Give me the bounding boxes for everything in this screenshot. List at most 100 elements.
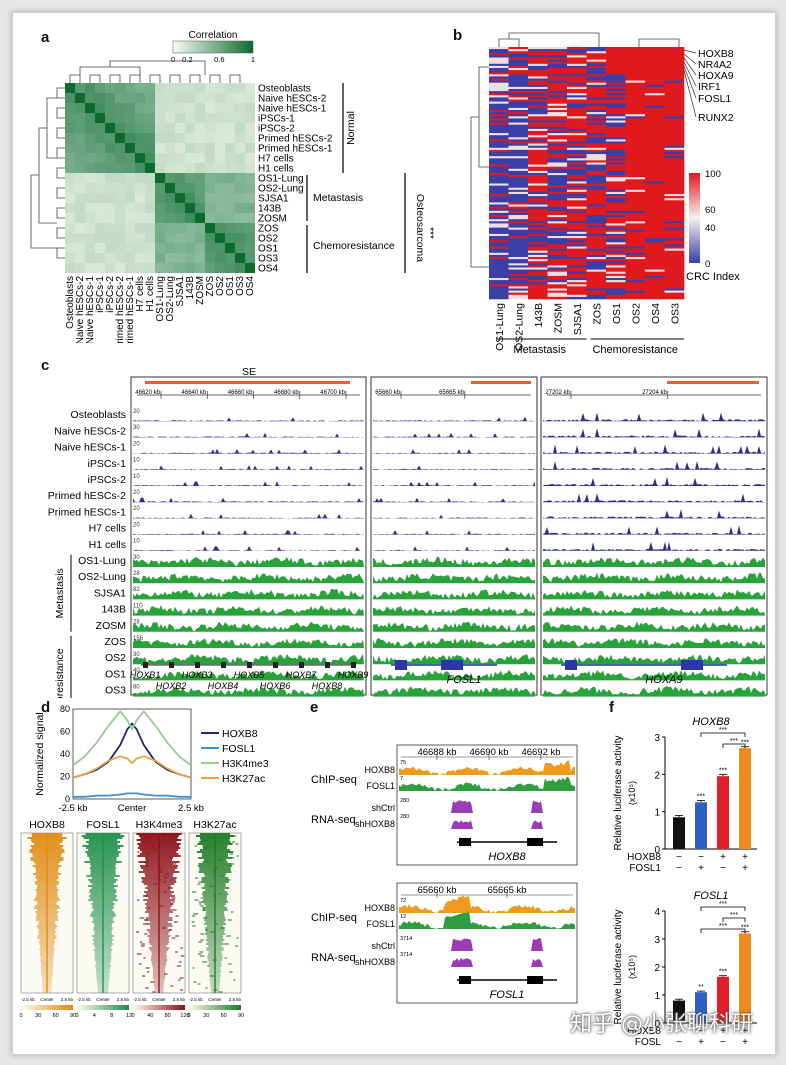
- heatmap-speckle: [179, 989, 184, 991]
- heatmap-cell: [528, 122, 548, 125]
- heatmap-cell: [175, 213, 185, 223]
- heatmap-cell: [155, 163, 165, 173]
- track-scale: 82: [133, 587, 140, 593]
- scale-tick-label: 65660 kb: [417, 885, 456, 896]
- heatmap-cell: [528, 254, 548, 258]
- track-scale: 3714: [400, 936, 412, 942]
- heatmap-cell: [155, 193, 165, 203]
- heatmap-cell: [606, 49, 626, 52]
- hoxb8-sign: +: [742, 1026, 748, 1037]
- track-scale: 10: [133, 474, 140, 480]
- heatmap-cell: [625, 63, 646, 67]
- heatmap-cell: [528, 120, 548, 123]
- heatmap-cell: [125, 163, 135, 173]
- heatmap-cell: [165, 93, 175, 103]
- heatmap-cell: [664, 273, 685, 277]
- heatmap-speckle: [167, 925, 173, 927]
- signal-track: [373, 530, 535, 535]
- heatmap-speckle: [224, 943, 229, 945]
- heatmap-speckle: [214, 867, 219, 869]
- heatmap-cell: [215, 103, 225, 113]
- heatmap-cell: [85, 103, 95, 113]
- heatmap-cell: [205, 203, 215, 213]
- heatmap-cell: [528, 156, 548, 159]
- bar: [739, 933, 751, 1023]
- heatmap-cell: [547, 147, 568, 151]
- heatmap-cell: [175, 263, 185, 273]
- heatmap-cell: [547, 72, 568, 75]
- heatmap-cell: [528, 53, 548, 56]
- heatmap-cell: [528, 206, 548, 209]
- heatmap-cell: [645, 273, 665, 277]
- heatmap-cell: [547, 240, 568, 243]
- heatmap-speckle: [143, 861, 148, 863]
- heatmap-speckle: [179, 977, 184, 979]
- row-label: Naive hESCs-2: [258, 94, 327, 105]
- comparison-label: ***: [730, 738, 738, 745]
- heatmap-cell: [489, 294, 509, 298]
- locus-box: [396, 882, 578, 1004]
- heatmap-cell: [645, 200, 665, 203]
- heatmap-speckle: [169, 857, 173, 859]
- row-label: OS2-Lung: [258, 184, 304, 195]
- heatmap-cell: [528, 269, 548, 272]
- heatmap-cell: [547, 233, 568, 237]
- heatmap-cell: [606, 273, 626, 277]
- crc-heatmap: HOXB8NR4A2HOXA9IRF1FOSL1RUNX210060400CRC…: [470, 32, 740, 356]
- heatmap-cell: [606, 219, 626, 222]
- heatmap-cell: [606, 236, 626, 239]
- heatmap-cell: [567, 210, 587, 214]
- heatmap-cell: [489, 110, 509, 113]
- signal-track: [373, 637, 535, 648]
- heatmap-cell: [625, 290, 646, 293]
- heatmap-cell: [165, 143, 175, 153]
- heatmap-x-tick: Center: [152, 997, 166, 1002]
- heatmap-cell: [489, 147, 509, 151]
- heatmap-cell: [175, 83, 185, 93]
- heatmap-cell: [567, 219, 587, 222]
- y-tick: 0: [65, 794, 70, 804]
- heatmap-cell: [175, 253, 185, 263]
- heatmap-speckle: [152, 991, 156, 993]
- heatmap-cell: [95, 143, 105, 153]
- heatmap-cell: [567, 97, 587, 100]
- heatmap-cell: [567, 70, 587, 73]
- heatmap-colorbar-tick: 0: [131, 1013, 134, 1019]
- signal-track: [133, 589, 364, 600]
- heatmap-cell: [625, 59, 646, 62]
- heatmap-cell: [508, 194, 529, 197]
- heatmap-cell: [489, 179, 509, 182]
- heatmap-cell: [625, 84, 646, 88]
- signal-track: [543, 621, 765, 632]
- heatmap-cell: [528, 164, 548, 167]
- column-label: ZOSM: [195, 276, 206, 305]
- heatmap-cell: [489, 86, 509, 90]
- heatmap-cell: [567, 156, 587, 159]
- heatmap-cell: [586, 86, 607, 90]
- heatmap-cell: [508, 147, 529, 151]
- heatmap-cell: [645, 278, 665, 281]
- heatmap-cell: [664, 290, 685, 293]
- heatmap-cell: [567, 196, 587, 199]
- gene-name: HOXA9: [645, 674, 682, 686]
- heatmap-speckle: [142, 975, 146, 977]
- heatmap-cell: [664, 240, 685, 243]
- heatmap-speckle: [168, 887, 171, 889]
- heatmap-cell: [606, 175, 626, 178]
- heatmap-cell: [645, 269, 665, 272]
- heatmap-cell: [625, 118, 646, 121]
- heatmap-cell: [625, 107, 646, 111]
- heatmap-cell: [664, 267, 685, 270]
- heatmap-cell: [625, 158, 646, 161]
- heatmap-cell: [75, 93, 85, 103]
- heatmap-cell: [65, 123, 75, 133]
- heatmap-cell: [547, 265, 568, 268]
- heatmap-cell: [185, 143, 195, 153]
- group-metastasis: Metastasis: [54, 568, 66, 618]
- heatmap-speckle: [170, 903, 174, 905]
- gene-name: HOXB2: [156, 681, 187, 691]
- heatmap-cell: [547, 212, 568, 216]
- heatmap-speckle: [171, 897, 176, 899]
- heatmap-cell: [567, 179, 587, 182]
- heatmap-cell: [547, 82, 568, 86]
